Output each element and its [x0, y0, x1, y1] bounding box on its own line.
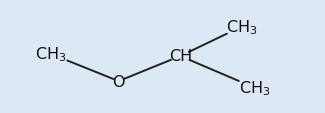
Text: CH$_3$: CH$_3$ [227, 18, 258, 36]
Text: O: O [112, 74, 125, 89]
Text: CH$_3$: CH$_3$ [240, 79, 271, 97]
Text: CH$_3$: CH$_3$ [35, 45, 66, 64]
Text: CH: CH [169, 49, 192, 64]
